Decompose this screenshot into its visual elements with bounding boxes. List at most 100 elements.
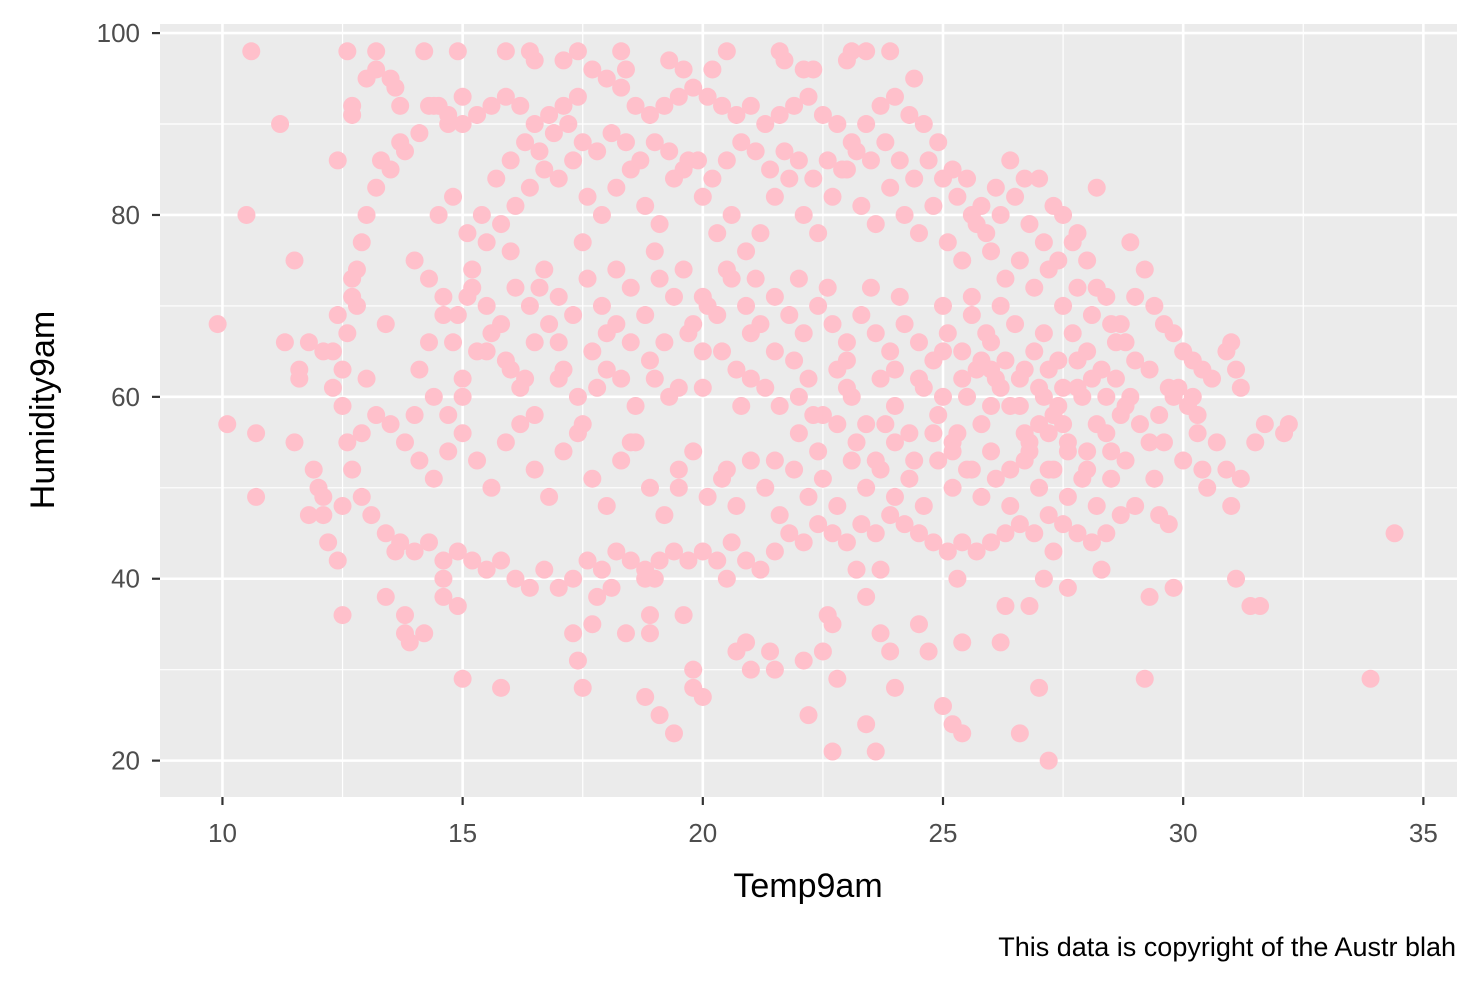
data-point [328, 306, 347, 325]
data-point [895, 515, 914, 534]
data-point [1183, 387, 1202, 406]
data-point [415, 624, 434, 643]
data-point [924, 424, 943, 443]
data-point [1169, 378, 1188, 397]
data-point [640, 105, 659, 124]
data-point [713, 342, 732, 361]
data-point [900, 105, 919, 124]
data-point [525, 115, 544, 134]
data-point [1010, 396, 1029, 415]
data-point [866, 451, 885, 470]
data-point [881, 506, 900, 525]
data-point [616, 60, 635, 79]
data-point [929, 133, 948, 152]
data-point [982, 396, 1001, 415]
data-point [453, 424, 472, 443]
data-point [275, 333, 294, 352]
data-point [1193, 460, 1212, 479]
data-point [535, 160, 554, 179]
data-point [1135, 669, 1154, 688]
x-tick-label: 30 [1169, 818, 1198, 848]
data-point [684, 660, 703, 679]
data-point [530, 142, 549, 161]
data-point [693, 287, 712, 306]
data-point [290, 360, 309, 379]
data-point [823, 742, 842, 761]
data-point [299, 333, 318, 352]
data-point [1130, 415, 1149, 434]
data-point [1188, 424, 1207, 443]
data-point [1092, 360, 1111, 379]
data-point [962, 460, 981, 479]
data-point [1034, 324, 1053, 343]
data-point [751, 315, 770, 334]
data-point [991, 205, 1010, 224]
data-point [881, 342, 900, 361]
data-point [540, 105, 559, 124]
data-point [650, 551, 669, 570]
data-point [554, 96, 573, 115]
data-point [492, 215, 511, 234]
data-point [722, 205, 741, 224]
data-point [400, 633, 419, 652]
data-point [708, 224, 727, 243]
data-point [391, 533, 410, 552]
data-point [395, 433, 414, 452]
data-point [852, 196, 871, 215]
data-point [660, 51, 679, 70]
data-point [640, 351, 659, 370]
data-point [1246, 433, 1265, 452]
data-point [1058, 578, 1077, 597]
data-point [881, 642, 900, 661]
data-point [693, 342, 712, 361]
data-point [674, 160, 693, 179]
data-point [1020, 442, 1039, 461]
data-point [982, 360, 1001, 379]
data-point [434, 587, 453, 606]
data-point [568, 87, 587, 106]
data-point [1251, 597, 1270, 616]
data-point [890, 287, 909, 306]
data-point [996, 597, 1015, 616]
data-point [780, 524, 799, 543]
data-point [492, 315, 511, 334]
data-point [669, 87, 688, 106]
data-point [564, 306, 583, 325]
data-point [809, 442, 828, 461]
data-point [804, 406, 823, 425]
data-point [367, 406, 386, 425]
data-point [1082, 533, 1101, 552]
data-point [953, 342, 972, 361]
data-point [775, 51, 794, 70]
data-point [242, 42, 261, 61]
data-point [852, 306, 871, 325]
data-point [1097, 287, 1116, 306]
data-point [578, 187, 597, 206]
data-point [525, 51, 544, 70]
data-point [828, 669, 847, 688]
data-point [837, 333, 856, 352]
data-point [448, 306, 467, 325]
data-point [285, 433, 304, 452]
data-point [420, 333, 439, 352]
data-point [381, 160, 400, 179]
data-point [785, 96, 804, 115]
data-point [991, 633, 1010, 652]
data-point [727, 105, 746, 124]
data-point [612, 42, 631, 61]
data-point [410, 360, 429, 379]
data-point [857, 415, 876, 434]
data-point [929, 406, 948, 425]
data-point [357, 369, 376, 388]
data-point [746, 142, 765, 161]
data-point [525, 406, 544, 425]
data-point [958, 169, 977, 188]
data-point [573, 415, 592, 434]
data-point [607, 315, 626, 334]
data-point [1361, 669, 1380, 688]
data-point [1006, 315, 1025, 334]
data-point [1049, 396, 1068, 415]
data-point [823, 187, 842, 206]
data-point [982, 442, 1001, 461]
data-point [934, 342, 953, 361]
